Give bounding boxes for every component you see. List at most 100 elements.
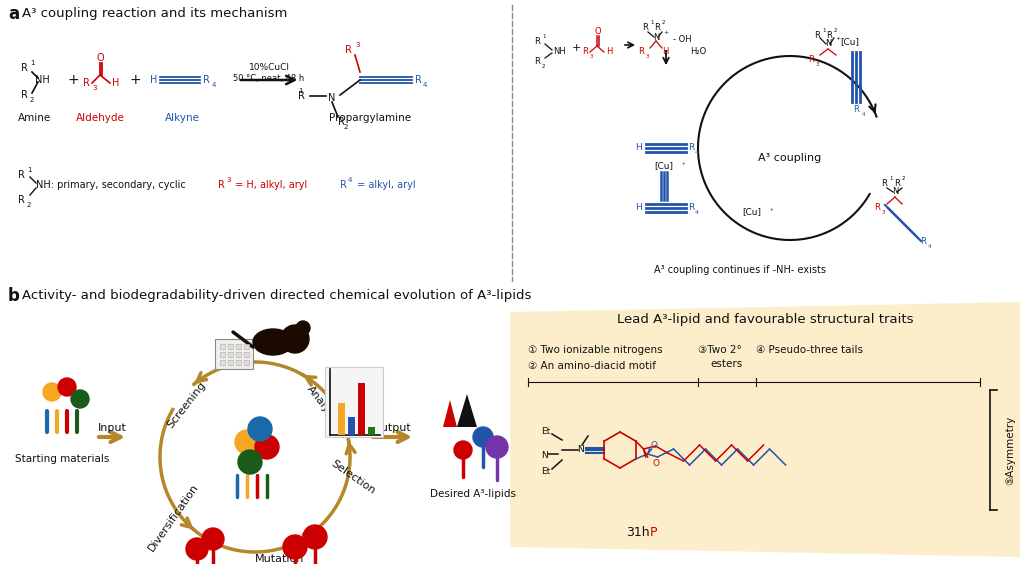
Text: N: N: [892, 187, 898, 196]
Bar: [228, 360, 233, 365]
Text: H: H: [662, 47, 669, 56]
Text: R: R: [22, 63, 28, 73]
Text: a: a: [8, 5, 19, 23]
Bar: [236, 344, 241, 349]
Circle shape: [58, 378, 76, 396]
Polygon shape: [457, 394, 477, 427]
Bar: [325, 367, 383, 437]
Circle shape: [238, 450, 262, 474]
Text: 1: 1: [298, 88, 302, 94]
Text: R: R: [535, 37, 540, 46]
Text: b: b: [8, 287, 19, 305]
Text: ③Two 2°: ③Two 2°: [698, 345, 741, 355]
Bar: [358, 383, 365, 435]
Text: Analysis: Analysis: [305, 384, 341, 426]
Text: ⁺: ⁺: [682, 163, 686, 169]
Bar: [244, 352, 249, 357]
Text: 3: 3: [646, 55, 649, 59]
Text: Amine: Amine: [18, 113, 51, 123]
Text: Aldehyde: Aldehyde: [76, 113, 125, 123]
Text: N: N: [577, 446, 584, 455]
Circle shape: [255, 435, 279, 459]
Text: R: R: [345, 45, 352, 55]
Text: Alkyne: Alkyne: [165, 113, 200, 123]
Text: R: R: [874, 204, 880, 213]
Text: A³ coupling continues if -NH- exists: A³ coupling continues if -NH- exists: [654, 265, 826, 275]
Text: R: R: [808, 55, 814, 64]
Text: +: +: [835, 37, 841, 42]
Text: 50 °C, neat, 48 h: 50 °C, neat, 48 h: [233, 74, 304, 83]
Text: Screening: Screening: [166, 380, 208, 430]
Text: 2: 2: [27, 202, 32, 208]
Text: A³ coupling: A³ coupling: [759, 153, 821, 163]
Circle shape: [234, 430, 259, 454]
Circle shape: [202, 528, 224, 550]
Text: [Cu]: [Cu]: [742, 208, 762, 217]
Text: 3: 3: [882, 210, 886, 215]
Text: R: R: [22, 90, 28, 100]
Text: ⁺: ⁺: [770, 209, 774, 215]
Polygon shape: [443, 400, 457, 427]
Text: H: H: [606, 47, 612, 56]
Circle shape: [281, 325, 309, 353]
Ellipse shape: [253, 329, 293, 355]
Text: NH: NH: [553, 47, 565, 56]
Bar: [220, 360, 225, 365]
Text: 3: 3: [355, 42, 359, 48]
Bar: [244, 360, 249, 365]
Text: ② An amino-diacid motif: ② An amino-diacid motif: [528, 361, 656, 371]
Bar: [215, 339, 253, 369]
Text: - OH: - OH: [673, 36, 691, 45]
Text: 1: 1: [542, 34, 546, 39]
Text: R: R: [826, 30, 831, 39]
Text: 10%CuCl: 10%CuCl: [249, 64, 290, 73]
Text: N: N: [824, 39, 831, 49]
Text: R: R: [642, 24, 648, 33]
Circle shape: [486, 436, 508, 458]
Text: NH: primary, secondary, cyclic: NH: primary, secondary, cyclic: [36, 180, 185, 190]
Text: 1: 1: [27, 167, 32, 173]
Text: 4: 4: [928, 245, 932, 249]
Text: NH: NH: [35, 75, 49, 85]
Text: [Cu]: [Cu]: [654, 161, 674, 170]
Text: R: R: [338, 117, 345, 127]
Text: 1: 1: [30, 60, 35, 66]
Text: A³ coupling reaction and its mechanism: A³ coupling reaction and its mechanism: [22, 7, 288, 20]
Circle shape: [283, 535, 307, 559]
Text: [Cu]: [Cu]: [840, 37, 859, 46]
Text: = alkyl, aryl: = alkyl, aryl: [354, 180, 416, 190]
Text: 2: 2: [542, 64, 546, 69]
Text: Et: Et: [541, 468, 550, 477]
Text: R: R: [688, 143, 694, 152]
Text: Diversification: Diversification: [146, 481, 200, 553]
Text: ④ Pseudo-three tails: ④ Pseudo-three tails: [756, 345, 863, 355]
Text: +: +: [129, 73, 141, 87]
Text: H: H: [635, 143, 642, 152]
Text: H: H: [112, 78, 120, 88]
Text: ⑤Asymmetry: ⑤Asymmetry: [1005, 415, 1015, 484]
Text: 4: 4: [862, 112, 865, 117]
Text: 4: 4: [695, 210, 699, 215]
Text: 31h: 31h: [627, 526, 650, 539]
Bar: [338, 403, 345, 435]
Bar: [228, 352, 233, 357]
Text: P: P: [650, 526, 657, 539]
Text: 3: 3: [816, 61, 819, 67]
Text: N: N: [653, 33, 659, 42]
Text: Output: Output: [373, 423, 412, 433]
Circle shape: [473, 427, 493, 447]
Text: Input: Input: [97, 423, 126, 433]
Text: R: R: [920, 237, 926, 246]
Text: N: N: [542, 451, 549, 460]
Text: R: R: [535, 58, 540, 67]
Text: O: O: [650, 440, 657, 450]
Text: +: +: [663, 30, 669, 36]
Text: 4: 4: [212, 82, 216, 88]
Text: Propargylamine: Propargylamine: [329, 113, 411, 123]
Bar: [220, 352, 225, 357]
Text: +: +: [68, 73, 79, 87]
Text: H: H: [150, 75, 158, 85]
Circle shape: [454, 441, 472, 459]
Text: R: R: [582, 47, 588, 56]
Text: 2: 2: [344, 124, 348, 130]
